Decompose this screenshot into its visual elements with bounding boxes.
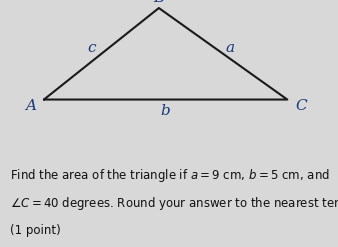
- Text: b: b: [161, 104, 170, 118]
- Text: C: C: [295, 99, 307, 113]
- Text: (1 point): (1 point): [10, 224, 61, 237]
- Text: A: A: [25, 99, 36, 113]
- Text: a: a: [225, 41, 234, 55]
- Text: B: B: [153, 0, 165, 5]
- Text: Find the area of the triangle if $a = 9$ cm, $b = 5$ cm, and: Find the area of the triangle if $a = 9$…: [10, 167, 330, 184]
- Text: $\angle C = 40$ degrees. Round your answer to the nearest tenth.: $\angle C = 40$ degrees. Round your answ…: [10, 195, 338, 212]
- Text: c: c: [87, 41, 96, 55]
